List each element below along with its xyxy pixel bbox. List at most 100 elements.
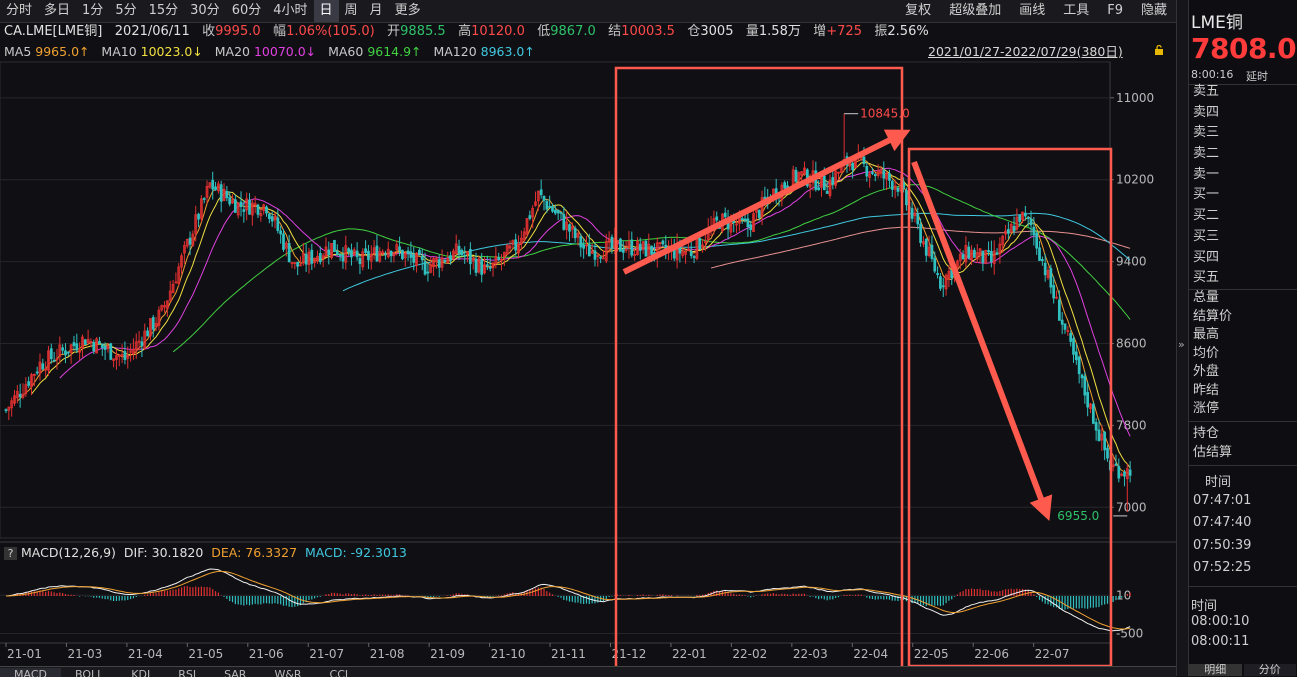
candle-body — [426, 271, 430, 274]
period-button[interactable]: 周 — [344, 3, 358, 18]
x-tick-label: 22-02 — [732, 647, 767, 661]
order-book-row: 卖五 — [1193, 84, 1220, 99]
tick-row: 08:00:10 — [1191, 614, 1250, 629]
candle-body — [95, 338, 98, 354]
ma10-line — [31, 161, 1131, 469]
oi-label: 仓 — [687, 24, 701, 39]
candle-body — [52, 359, 56, 362]
candle-body — [990, 251, 993, 263]
candle-body — [406, 250, 410, 254]
period-button[interactable]: 更多 — [394, 3, 421, 18]
candle-body — [72, 342, 76, 346]
candle-body — [797, 172, 801, 181]
candle-body — [194, 214, 198, 234]
low-value: 9867.0 — [550, 24, 596, 39]
candle-body — [964, 244, 968, 263]
candle-body — [1040, 259, 1044, 262]
candle-body — [783, 182, 787, 189]
help-icon[interactable]: ? — [4, 547, 17, 560]
candle-body — [403, 252, 407, 259]
x-tick-label: 22-05 — [914, 647, 949, 661]
period-toolbar: 分时 多日 1分 5分 15分 30分 60分 4小时日周月更多 复权 超级叠加 画线 工具 F9 隐藏 — [0, 0, 1176, 23]
candle-body — [358, 258, 362, 265]
candle-body — [327, 249, 331, 255]
candle-body — [378, 251, 382, 262]
period-button[interactable]: 月 — [369, 3, 383, 18]
candle-body — [936, 273, 939, 275]
indicator-tab[interactable]: MACD — [0, 668, 61, 677]
period-button[interactable]: 多日 — [44, 3, 71, 18]
candle-body — [440, 257, 444, 268]
candle-body — [457, 245, 461, 254]
candle-body — [270, 216, 274, 222]
candle-body — [525, 218, 529, 235]
ma120-value: 8963.0↑ — [480, 44, 535, 59]
candle-body — [344, 245, 348, 263]
candle-body — [1063, 323, 1067, 330]
candle-body — [536, 190, 540, 202]
period-button[interactable]: 60分 — [231, 3, 262, 18]
indicator-tab[interactable]: W&R — [274, 668, 302, 677]
period-button[interactable]: 分时 — [6, 3, 33, 18]
panel-instrument-name: LME铜 — [1191, 13, 1243, 33]
macd-tick-label: 10 — [1116, 588, 1131, 602]
x-tick-label: 21-01 — [7, 647, 42, 661]
indicator-tab[interactable]: SAR — [224, 668, 247, 677]
candle-body — [517, 243, 520, 254]
period-button[interactable]: 1分 — [82, 3, 104, 18]
stat-row: 总量 — [1193, 290, 1220, 305]
candle-body — [361, 251, 365, 268]
panel-tab[interactable]: 分价 — [1243, 664, 1296, 676]
candle-body — [528, 215, 532, 219]
period-button[interactable]: 5分 — [115, 3, 137, 18]
candle-body — [893, 185, 897, 190]
candle-body — [644, 240, 648, 257]
y-tick-label: 8600 — [1116, 337, 1147, 351]
candle-body — [372, 247, 376, 254]
candle-body — [500, 258, 503, 261]
order-book-row: 卖二 — [1193, 146, 1220, 162]
toolbar-button[interactable]: 画线 — [1019, 3, 1046, 18]
indicator-tab[interactable]: CCI — [329, 668, 349, 677]
candle-body — [276, 217, 280, 231]
indicator-tab[interactable]: KDJ — [131, 668, 151, 677]
candle-body — [749, 224, 753, 231]
candle-body — [1024, 212, 1027, 217]
date-range-link[interactable]: 2021/01/27-2022/07/29(380日) — [928, 44, 1123, 59]
candle-body — [146, 330, 149, 337]
candle-body — [1097, 429, 1101, 442]
x-tick-label: 22-03 — [793, 647, 828, 661]
period-button[interactable]: 日 — [313, 0, 339, 22]
period-button[interactable]: 30分 — [190, 3, 220, 18]
candle-body — [922, 241, 925, 245]
candle-body — [4, 409, 8, 412]
indicator-tab[interactable]: RSI — [178, 668, 197, 677]
candle-body — [47, 350, 50, 371]
settle-label: 结 — [608, 24, 622, 39]
toolbar-button[interactable]: 超级叠加 — [949, 3, 1002, 18]
candle-body — [239, 201, 243, 207]
candle-body — [89, 341, 93, 343]
candle-body — [483, 264, 486, 274]
candle-body — [307, 251, 311, 266]
toolbar-button[interactable]: 工具 — [1063, 3, 1090, 18]
toolbar-button[interactable]: F9 — [1107, 3, 1123, 18]
candle-body — [890, 180, 894, 190]
period-button[interactable]: 15分 — [148, 3, 179, 18]
candle-body — [1060, 319, 1064, 325]
panel-tab[interactable]: 明细 — [1189, 664, 1242, 676]
candle-body — [466, 251, 469, 255]
candle-body — [1106, 447, 1109, 459]
indicator-tab[interactable]: BOLL — [74, 668, 104, 677]
toolbar-button[interactable]: 隐藏 — [1140, 3, 1167, 18]
panel-toggle[interactable]: » — [1176, 0, 1189, 676]
period-button[interactable]: 4小时 — [273, 3, 308, 18]
lock-icon[interactable] — [1154, 45, 1164, 55]
candle-body — [735, 223, 738, 226]
amp-value: 2.56% — [887, 24, 929, 39]
candle-body — [191, 233, 195, 246]
candle-body — [1089, 403, 1092, 409]
toolbar-button[interactable]: 复权 — [905, 3, 932, 18]
candle-body — [958, 253, 962, 261]
